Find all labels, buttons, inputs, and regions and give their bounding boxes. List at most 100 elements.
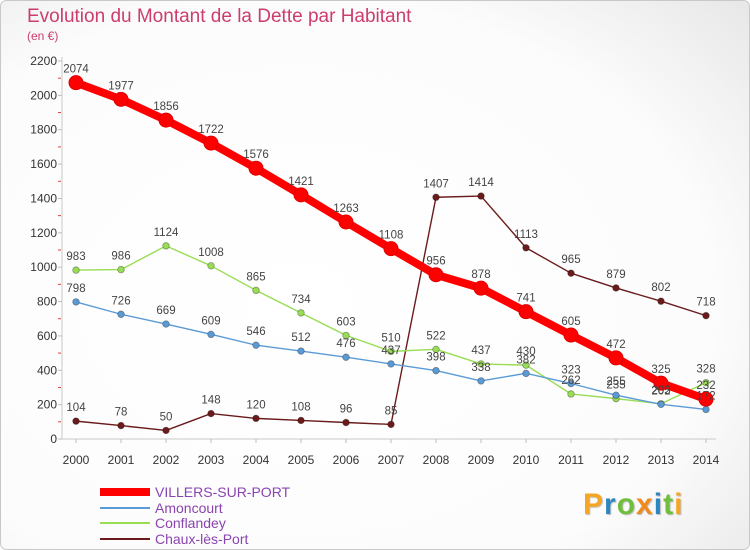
data-point bbox=[117, 310, 125, 318]
data-label: 603 bbox=[336, 316, 355, 328]
data-point bbox=[207, 409, 215, 418]
legend-entry: Amoncourt bbox=[100, 500, 223, 516]
data-label: 1113 bbox=[514, 229, 538, 241]
x-tick-label: 2002 bbox=[153, 453, 180, 467]
data-label: 78 bbox=[115, 407, 128, 419]
data-point bbox=[428, 267, 444, 283]
y-tick-label: 1000 bbox=[30, 260, 57, 274]
data-point bbox=[387, 420, 395, 429]
data-label: 172 bbox=[696, 390, 715, 402]
x-tick-label: 2013 bbox=[648, 453, 675, 467]
data-label: 802 bbox=[651, 282, 670, 294]
data-point bbox=[657, 400, 665, 408]
x-tick-label: 2004 bbox=[243, 453, 270, 467]
data-point bbox=[207, 330, 215, 339]
data-label: 605 bbox=[561, 316, 580, 328]
data-point bbox=[72, 298, 80, 306]
data-label: 879 bbox=[606, 269, 625, 281]
data-label: 398 bbox=[426, 352, 445, 364]
y-tick-label: 2000 bbox=[30, 88, 57, 102]
x-tick-label: 2005 bbox=[288, 453, 315, 467]
data-label: 669 bbox=[156, 305, 175, 317]
series-amoncourt bbox=[72, 298, 710, 414]
data-point bbox=[72, 266, 80, 274]
data-label: 148 bbox=[201, 395, 220, 407]
logo-letter: r bbox=[604, 488, 617, 521]
data-point bbox=[432, 366, 440, 375]
data-label: 108 bbox=[291, 401, 310, 413]
data-point bbox=[522, 361, 530, 369]
data-label: 382 bbox=[516, 354, 535, 366]
data-label: 328 bbox=[696, 364, 715, 376]
data-label: 96 bbox=[340, 404, 353, 416]
proxiti-logo: Proxiti bbox=[583, 488, 683, 522]
data-point bbox=[567, 379, 575, 388]
data-label: 734 bbox=[291, 294, 311, 306]
data-point bbox=[207, 262, 215, 270]
data-label: 120 bbox=[246, 399, 265, 411]
data-point bbox=[113, 91, 129, 107]
data-label: 323 bbox=[561, 365, 580, 377]
data-point bbox=[72, 417, 80, 425]
data-label: 1722 bbox=[198, 124, 224, 136]
data-label: 437 bbox=[471, 345, 490, 357]
x-tick-label: 2009 bbox=[468, 453, 495, 467]
data-point bbox=[702, 405, 710, 414]
data-label: 255 bbox=[606, 376, 625, 388]
x-tick-label: 2011 bbox=[558, 453, 584, 467]
data-point bbox=[702, 311, 710, 320]
legend-label: Chaux-lès-Port bbox=[155, 531, 248, 547]
data-label: 798 bbox=[66, 283, 85, 295]
data-point bbox=[342, 353, 350, 361]
data-label: 1414 bbox=[468, 177, 494, 189]
y-tick-label: 0 bbox=[50, 432, 57, 446]
x-tick-label: 2014 bbox=[693, 453, 720, 467]
y-tick-label: 600 bbox=[37, 329, 57, 343]
data-point bbox=[612, 284, 620, 292]
data-label: 430 bbox=[516, 346, 535, 358]
data-label: 232 bbox=[696, 380, 715, 392]
data-point bbox=[203, 135, 219, 151]
data-label: 202 bbox=[651, 385, 670, 397]
y-tick-label: 200 bbox=[37, 398, 57, 412]
data-point bbox=[68, 75, 84, 91]
data-label: 1124 bbox=[154, 227, 179, 239]
legend-entry: Conflandey bbox=[100, 515, 226, 531]
data-point bbox=[252, 286, 260, 295]
x-tick-label: 2007 bbox=[378, 453, 405, 467]
data-label: 741 bbox=[516, 293, 535, 305]
data-label: 878 bbox=[471, 269, 490, 281]
data-point bbox=[477, 192, 485, 200]
data-point bbox=[477, 377, 485, 385]
data-point bbox=[342, 418, 350, 427]
y-tick-label: 1800 bbox=[30, 123, 57, 137]
data-label: 965 bbox=[561, 254, 580, 266]
data-label: 472 bbox=[606, 339, 625, 351]
data-point bbox=[698, 391, 714, 407]
data-label: 956 bbox=[426, 256, 445, 268]
legend-label: VILLERS-SUR-PORT bbox=[155, 484, 291, 500]
logo-letter: t bbox=[663, 488, 675, 521]
data-point bbox=[477, 360, 485, 368]
data-point bbox=[297, 347, 305, 355]
y-tick-label: 400 bbox=[37, 363, 57, 377]
y-tick-label: 1200 bbox=[30, 226, 57, 240]
data-point bbox=[518, 304, 534, 320]
legend-label: Conflandey bbox=[155, 515, 226, 531]
data-label: 50 bbox=[160, 411, 173, 423]
data-label: 718 bbox=[696, 297, 715, 309]
data-point bbox=[473, 280, 489, 296]
data-labels: 2074 1977 1856 1722 1576 1421 1263 1108 956 878 74… bbox=[63, 64, 715, 424]
x-tick-label: 2012 bbox=[603, 453, 630, 467]
data-label: 104 bbox=[66, 402, 86, 414]
series-villers-sur-port bbox=[68, 75, 714, 407]
x-tick-label: 2008 bbox=[423, 453, 450, 467]
chart-subtitle: (en €) bbox=[27, 29, 58, 43]
data-point bbox=[387, 360, 395, 368]
data-point bbox=[612, 391, 620, 399]
legend: VILLERS-SUR-PORTAmoncourtConflandeyChaux… bbox=[100, 484, 291, 547]
data-point bbox=[563, 327, 579, 343]
x-tick-label: 2006 bbox=[333, 453, 360, 467]
